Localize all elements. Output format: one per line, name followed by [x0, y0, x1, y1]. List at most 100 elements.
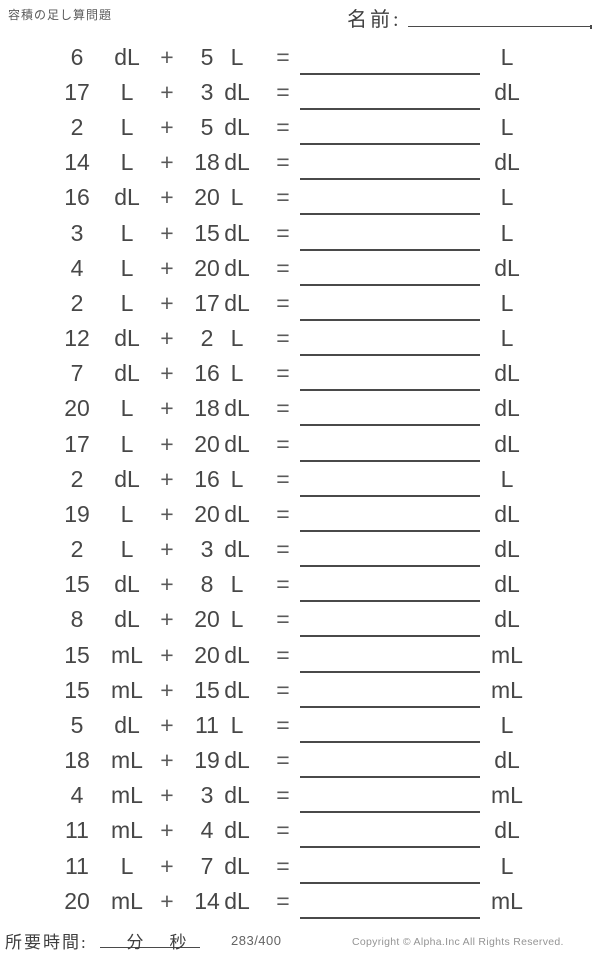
addend-2-unit: dL	[224, 501, 250, 527]
addend-1-unit: L	[120, 220, 134, 246]
answer-unit: L	[500, 712, 514, 738]
answer-blank[interactable]	[300, 530, 480, 532]
answer-blank[interactable]	[300, 143, 480, 145]
answer-unit: L	[500, 325, 514, 351]
answer-blank[interactable]	[300, 424, 480, 426]
answer-blank[interactable]	[300, 917, 480, 919]
addend-2: 7	[200, 853, 214, 879]
equals-sign: =	[276, 571, 290, 597]
plus-sign: +	[160, 853, 174, 879]
plus-sign: +	[160, 44, 174, 70]
addend-2-unit: dL	[224, 782, 250, 808]
time-blank-line[interactable]	[100, 920, 200, 948]
answer-blank[interactable]	[300, 284, 480, 286]
plus-sign: +	[160, 431, 174, 457]
addend-1: 14	[64, 149, 90, 175]
addend-1-unit: mL	[111, 677, 143, 703]
answer-unit: dL	[494, 501, 520, 527]
answer-blank[interactable]	[300, 108, 480, 110]
problem-row: 2 dL + 16 L = L	[0, 462, 600, 497]
answer-blank[interactable]	[300, 741, 480, 743]
answer-blank[interactable]	[300, 354, 480, 356]
answer-blank[interactable]	[300, 565, 480, 567]
addend-2-unit: L	[230, 466, 244, 492]
plus-sign: +	[160, 888, 174, 914]
answer-unit: L	[500, 220, 514, 246]
addend-2-unit: dL	[224, 255, 250, 281]
answer-blank[interactable]	[300, 776, 480, 778]
plus-sign: +	[160, 255, 174, 281]
equals-sign: =	[276, 747, 290, 773]
addend-2: 18	[194, 395, 220, 421]
plus-sign: +	[160, 466, 174, 492]
addend-1-unit: dL	[114, 360, 140, 386]
answer-blank[interactable]	[300, 495, 480, 497]
addend-2: 5	[200, 44, 214, 70]
addend-2: 5	[200, 114, 214, 140]
answer-blank[interactable]	[300, 249, 480, 251]
answer-unit: dL	[494, 255, 520, 281]
addend-2-unit: L	[230, 712, 244, 738]
equals-sign: =	[276, 395, 290, 421]
plus-sign: +	[160, 642, 174, 668]
answer-blank[interactable]	[300, 600, 480, 602]
addend-2: 20	[194, 642, 220, 668]
name-blank-line[interactable]	[408, 0, 591, 27]
equals-sign: =	[276, 606, 290, 632]
addend-1-unit: dL	[114, 184, 140, 210]
answer-blank[interactable]	[300, 389, 480, 391]
equals-sign: =	[276, 149, 290, 175]
addend-1-unit: mL	[111, 747, 143, 773]
addend-1: 15	[64, 677, 90, 703]
answer-blank[interactable]	[300, 635, 480, 637]
answer-unit: dL	[494, 395, 520, 421]
plus-sign: +	[160, 501, 174, 527]
answer-blank[interactable]	[300, 213, 480, 215]
problem-row: 15 mL + 20 dL = mL	[0, 638, 600, 673]
equals-sign: =	[276, 184, 290, 210]
addend-2: 20	[194, 431, 220, 457]
answer-blank[interactable]	[300, 319, 480, 321]
addend-2-unit: dL	[224, 149, 250, 175]
answer-blank[interactable]	[300, 706, 480, 708]
addend-1: 5	[70, 712, 84, 738]
problem-row: 2 L + 17 dL = L	[0, 286, 600, 321]
equals-sign: =	[276, 220, 290, 246]
answer-blank[interactable]	[300, 811, 480, 813]
plus-sign: +	[160, 149, 174, 175]
answer-blank[interactable]	[300, 882, 480, 884]
plus-sign: +	[160, 536, 174, 562]
answer-unit: dL	[494, 606, 520, 632]
answer-unit: dL	[494, 431, 520, 457]
addend-2: 20	[194, 184, 220, 210]
addend-2-unit: dL	[224, 747, 250, 773]
addend-1-unit: mL	[111, 642, 143, 668]
addend-1-unit: dL	[114, 712, 140, 738]
problem-row: 5 dL + 11 L = L	[0, 708, 600, 743]
answer-unit: mL	[491, 677, 523, 703]
problem-row: 20 mL + 14 dL = mL	[0, 884, 600, 919]
plus-sign: +	[160, 712, 174, 738]
addend-2-unit: L	[230, 325, 244, 351]
answer-blank[interactable]	[300, 460, 480, 462]
answer-blank[interactable]	[300, 178, 480, 180]
addend-1-unit: mL	[111, 817, 143, 843]
plus-sign: +	[160, 220, 174, 246]
answer-blank[interactable]	[300, 73, 480, 75]
addend-1-unit: dL	[114, 44, 140, 70]
addend-2: 19	[194, 747, 220, 773]
addend-1-unit: L	[120, 536, 134, 562]
addend-1: 19	[64, 501, 90, 527]
addend-2-unit: dL	[224, 395, 250, 421]
addend-2-unit: dL	[224, 431, 250, 457]
addend-2: 11	[195, 712, 219, 738]
addend-1: 11	[65, 817, 89, 843]
addend-2-unit: dL	[224, 642, 250, 668]
answer-unit: mL	[491, 888, 523, 914]
addend-2-unit: L	[230, 360, 244, 386]
answer-blank[interactable]	[300, 846, 480, 848]
addend-2: 2	[200, 325, 214, 351]
equals-sign: =	[276, 325, 290, 351]
addend-2: 3	[200, 79, 214, 105]
answer-blank[interactable]	[300, 671, 480, 673]
